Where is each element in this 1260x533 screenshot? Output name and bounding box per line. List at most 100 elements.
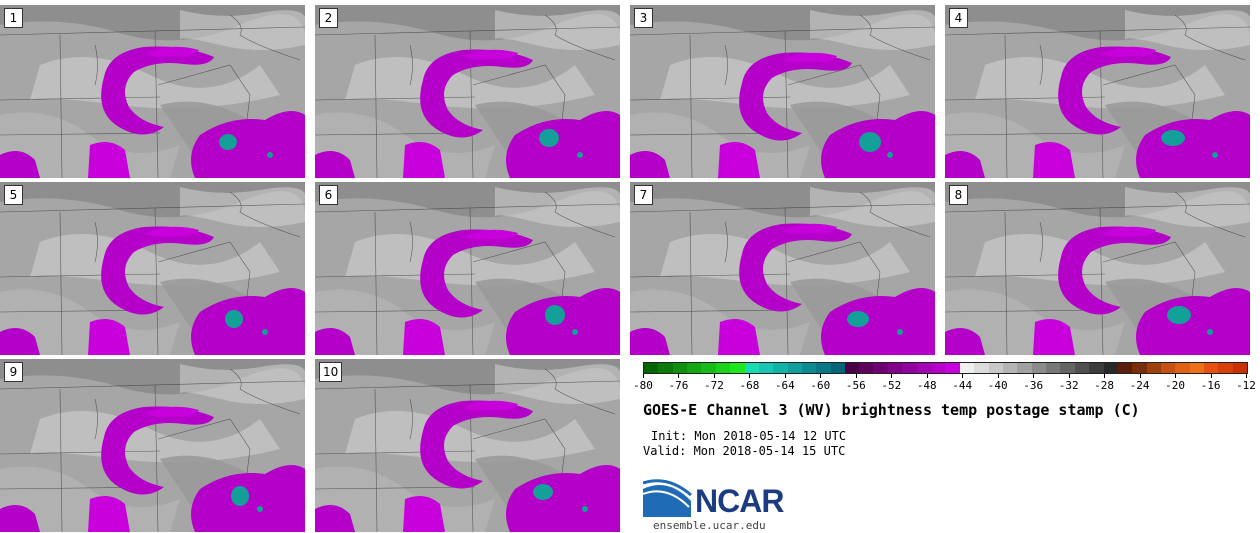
member-number-label: 1 [4,8,23,28]
water-vapor-map [630,5,935,178]
colorbar-tick-label: -28 [1094,379,1115,392]
colorbar-swatch [672,363,688,373]
colorbar-tick [891,374,893,378]
colorbar-swatch [1189,363,1205,373]
water-vapor-map [0,182,305,355]
colorbar [643,362,1248,374]
colorbar-swatch [945,363,960,373]
colorbar-tick [784,374,786,378]
colorbar-tick-label: -60 [810,379,831,392]
water-vapor-map [945,5,1250,178]
ensemble-member-panel: 10 [315,359,620,532]
colorbar-swatch [715,363,731,373]
member-number-label: 3 [634,8,653,28]
colorbar-swatch [816,363,831,373]
figure-title: GOES-E Channel 3 (WV) brightness temp po… [643,401,1140,419]
member-number-label: 9 [4,362,23,382]
colorbar-swatch [845,363,860,373]
colorbar-swatch [658,363,673,373]
colorbar-tick-label: -12 [1236,379,1256,392]
colorbar-tick-label: -48 [916,379,937,392]
colorbar-swatch [1204,363,1219,373]
colorbar-swatch [974,363,989,373]
ncar-logo-text: NCAR [695,483,784,519]
water-vapor-map [630,182,935,355]
colorbar-swatch [1046,363,1061,373]
ncar-logo-mark-icon [643,477,693,517]
colorbar-tick-label: -24 [1129,379,1150,392]
colorbar-swatch [773,363,788,373]
colorbar-swatch [730,363,745,373]
ensemble-member-panel: 9 [0,359,305,532]
colorbar-tick-label: -36 [1023,379,1044,392]
member-number-label: 4 [949,8,968,28]
member-number-label: 8 [949,185,968,205]
colorbar-swatch [988,363,1003,373]
ncar-logo: NCAR [643,477,793,519]
colorbar-tick [678,374,680,378]
colorbar-swatch [744,363,759,373]
member-number-label: 5 [4,185,23,205]
site-url: ensemble.ucar.edu [653,519,766,532]
colorbar-swatch [1218,363,1233,373]
ensemble-member-panel: 5 [0,182,305,355]
colorbar-swatch [1175,363,1190,373]
member-number-label: 6 [319,185,338,205]
colorbar-swatch [916,363,932,373]
colorbar-tick-label: -20 [1165,379,1185,392]
colorbar-tick [1210,374,1212,378]
colorbar-tick [643,374,644,378]
colorbar-tick [713,374,715,378]
colorbar-tick-label: -68 [739,379,760,392]
water-vapor-map [0,359,305,532]
colorbar-tick-label: -16 [1200,379,1221,392]
ensemble-member-panel: 6 [315,182,620,355]
colorbar-swatch [859,363,874,373]
colorbar-tick-label: -32 [1058,379,1079,392]
colorbar-tick [1139,374,1141,378]
colorbar-tick [1246,374,1247,378]
colorbar-tick [926,374,928,378]
colorbar-swatch [888,363,903,373]
colorbar-swatch [1089,363,1104,373]
colorbar-swatch [1017,363,1032,373]
colorbar-swatch [959,363,975,373]
colorbar-tick-label: -40 [987,379,1008,392]
colorbar-swatch [1031,363,1047,373]
colorbar-swatch [1160,363,1176,373]
colorbar-swatch [687,363,702,373]
colorbar-swatch [873,363,889,373]
colorbar-ticks: -80 -76 -72 -68 -64 -60 -56 -52 -48 -44 -40 -36 -32 -… [633,374,1256,394]
colorbar-swatch [931,363,946,373]
colorbar-tick-label: -76 [668,379,689,392]
colorbar-tick-label: -80 [633,379,653,392]
ensemble-member-panel: 8 [945,182,1250,355]
colorbar-swatch [1002,363,1018,373]
water-vapor-map [315,359,620,532]
colorbar-tick [820,374,822,378]
colorbar-tick [1104,374,1106,378]
colorbar-tick-label: -44 [952,379,973,392]
colorbar-swatch [1074,363,1090,373]
colorbar-swatch [1232,363,1248,373]
ensemble-member-panel: 7 [630,182,935,355]
member-number-label: 7 [634,185,653,205]
water-vapor-map [945,182,1250,355]
colorbar-swatch [801,363,817,373]
colorbar-tick-label: -72 [704,379,724,392]
valid-time: Valid: Mon 2018-05-14 15 UTC [643,444,846,458]
colorbar-swatch [1146,363,1161,373]
colorbar-swatch [701,363,716,373]
colorbar-tick [1175,374,1177,378]
colorbar-tick [1033,374,1035,378]
colorbar-tick-label: -64 [774,379,795,392]
colorbar-swatch [787,363,802,373]
member-number-label: 10 [319,362,343,382]
member-number-label: 2 [319,8,338,28]
colorbar-tick [1068,374,1070,378]
colorbar-swatch [758,363,774,373]
water-vapor-map [315,5,620,178]
water-vapor-map [0,5,305,178]
colorbar-tick [997,374,999,378]
colorbar-swatch [1132,363,1147,373]
